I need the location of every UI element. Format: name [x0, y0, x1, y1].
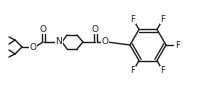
Text: O: O: [101, 38, 109, 46]
Text: F: F: [175, 40, 180, 49]
Text: F: F: [131, 15, 135, 24]
Text: O: O: [40, 25, 46, 34]
Text: F: F: [161, 15, 166, 24]
Text: F: F: [161, 66, 166, 76]
Text: O: O: [91, 25, 99, 34]
Text: N: N: [56, 38, 62, 46]
Text: F: F: [131, 66, 135, 76]
Text: O: O: [29, 42, 36, 51]
